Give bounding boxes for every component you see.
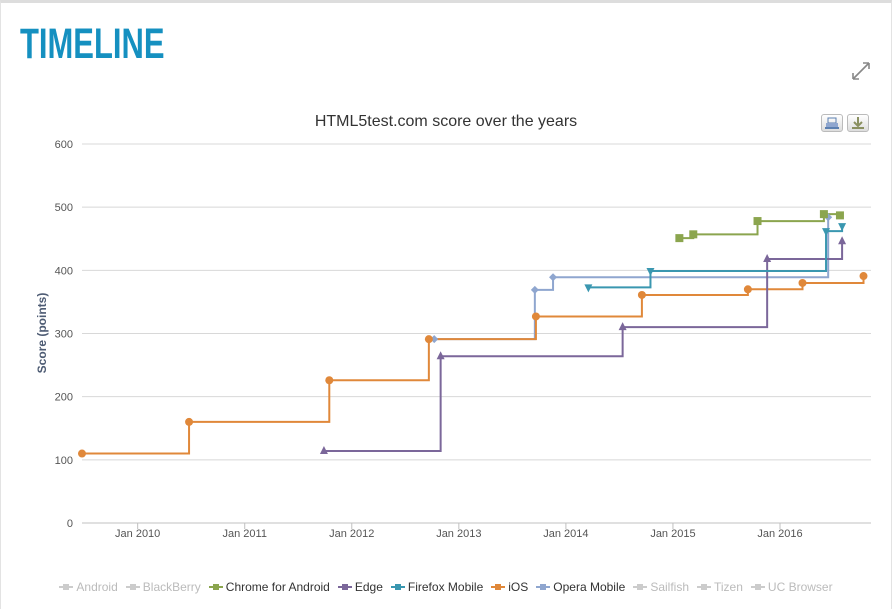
x-tick-label: Jan 2016: [757, 528, 802, 540]
data-point: [646, 267, 655, 276]
series-line-edge: [323, 241, 844, 452]
legend-item-sailfish[interactable]: Sailfish: [633, 580, 689, 594]
download-icon: [852, 117, 864, 129]
legend-item-firefox-mobile[interactable]: Firefox Mobile: [390, 580, 484, 594]
data-point: [78, 449, 86, 458]
data-point: [835, 211, 844, 220]
data-point: [819, 210, 828, 219]
legend-label: Tizen: [714, 580, 743, 594]
legend-label: Sailfish: [650, 580, 689, 594]
data-point: [743, 285, 752, 294]
y-tick-label: 300: [55, 329, 73, 341]
download-button[interactable]: [847, 114, 869, 132]
y-axis-label: Score (points): [35, 293, 49, 374]
data-point: [859, 272, 868, 281]
legend-symbol: [750, 582, 765, 592]
legend-symbol: [491, 582, 506, 592]
legend-label: Opera Mobile: [553, 580, 626, 594]
legend-item-uc-browser[interactable]: UC Browser: [750, 580, 833, 594]
legend-label: Firefox Mobile: [407, 580, 484, 594]
chart-legend: Android BlackBerry Chrome for Android Edge F…: [0, 580, 892, 594]
y-tick-label: 400: [55, 265, 73, 277]
legend-label: UC Browser: [767, 580, 833, 594]
legend-item-opera-mobile[interactable]: Opera Mobile: [536, 580, 625, 594]
data-point: [689, 230, 698, 239]
data-point: [531, 312, 540, 321]
expand-icon[interactable]: [850, 60, 872, 82]
legend-symbol: [633, 582, 648, 592]
series-line-firefox-mobile: [588, 226, 844, 289]
data-point: [618, 322, 627, 331]
data-point: [424, 335, 433, 344]
data-point: [436, 351, 445, 360]
data-point: [325, 376, 334, 385]
x-tick-label: Jan 2015: [650, 528, 695, 540]
print-icon: [825, 117, 839, 129]
chart-plot: Score (points) 0 100 200 300 400 500 600 Jan 20…: [35, 139, 871, 540]
legend-item-edge[interactable]: Edge: [337, 580, 383, 594]
legend-item-chrome-for-android[interactable]: Chrome for Android: [208, 580, 330, 594]
legend-label: Chrome for Android: [225, 580, 330, 594]
data-point: [530, 285, 539, 294]
x-tick-label: Jan 2010: [115, 528, 160, 540]
y-tick-label: 500: [55, 202, 73, 214]
legend-symbol: [337, 582, 352, 592]
legend-item-tizen[interactable]: Tizen: [697, 580, 743, 594]
x-tick-label: Jan 2011: [222, 528, 266, 540]
legend-item-android[interactable]: Android: [59, 580, 118, 594]
y-tick-label: 200: [55, 392, 73, 404]
series-line-opera-mobile: [434, 217, 830, 341]
data-point: [838, 236, 847, 245]
x-tick-label: Jan 2014: [543, 528, 588, 540]
print-button[interactable]: [821, 114, 843, 132]
legend-symbol: [390, 582, 405, 592]
y-tick-label: 600: [55, 139, 73, 151]
legend-symbol: [536, 582, 551, 592]
data-point: [798, 278, 807, 287]
data-point: [675, 234, 684, 243]
data-point: [584, 284, 593, 293]
x-tick-label: Jan 2012: [329, 528, 374, 540]
page-title: TIMELINE: [20, 20, 165, 68]
legend-symbol: [125, 582, 140, 592]
series-line-ios: [82, 276, 865, 455]
legend-item-blackberry[interactable]: BlackBerry: [125, 580, 201, 594]
legend-symbol: [59, 582, 74, 592]
legend-label: Android: [76, 580, 118, 594]
data-point: [822, 228, 831, 237]
legend-item-ios[interactable]: iOS: [491, 580, 528, 594]
data-point: [763, 253, 772, 262]
legend-symbol: [697, 582, 711, 592]
data-point: [549, 273, 558, 282]
data-point: [319, 445, 328, 454]
data-point: [637, 290, 646, 299]
x-tick-label: Jan 2013: [436, 528, 481, 540]
y-tick-label: 100: [55, 455, 73, 467]
legend-symbol: [208, 582, 223, 592]
chart-title: HTML5test.com score over the years: [314, 113, 578, 130]
legend-label: Edge: [354, 580, 383, 594]
data-point: [185, 417, 194, 426]
legend-label: BlackBerry: [142, 580, 201, 594]
data-point: [838, 223, 847, 232]
y-tick-label: 0: [67, 518, 73, 530]
data-point: [753, 217, 762, 226]
legend-label: iOS: [508, 580, 529, 594]
